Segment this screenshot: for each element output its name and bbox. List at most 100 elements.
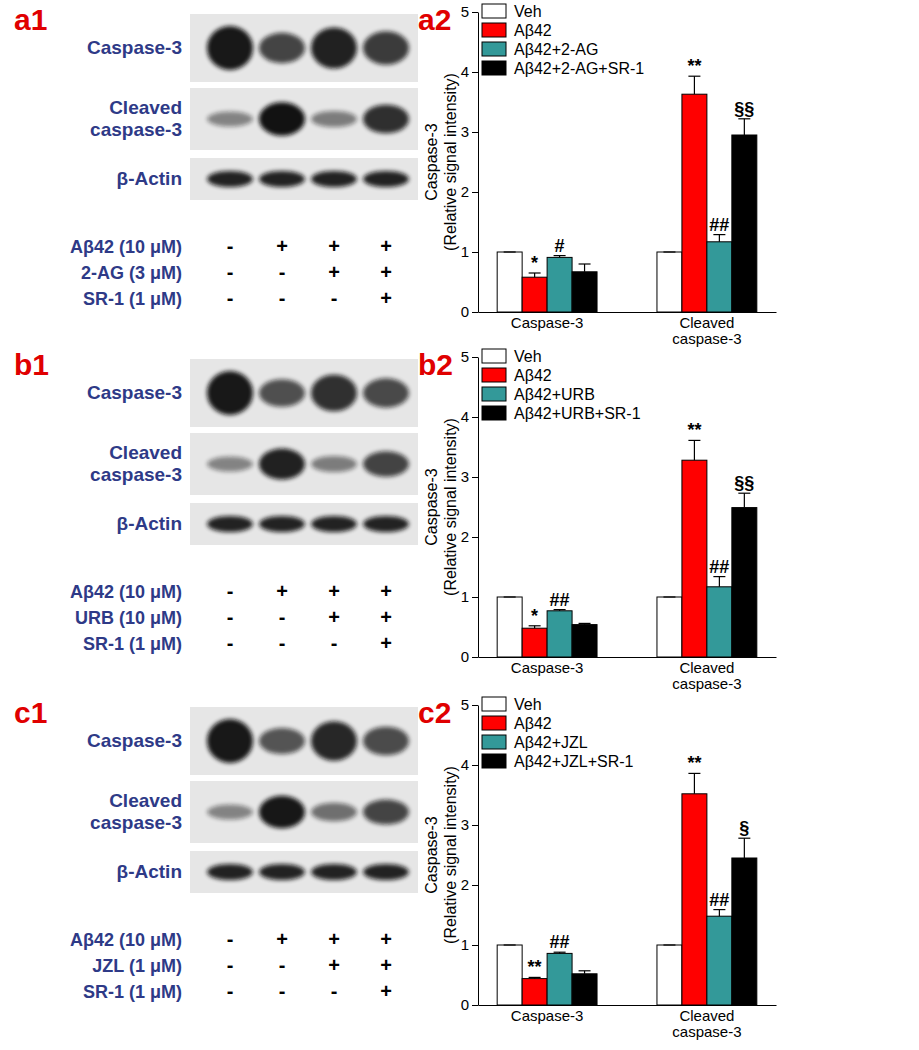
blot-band bbox=[311, 516, 357, 532]
treatment-sign: + bbox=[380, 580, 392, 602]
tick: 4 bbox=[461, 756, 478, 773]
treatment-sign: + bbox=[380, 954, 392, 976]
bar bbox=[682, 94, 707, 312]
treatment-sign: - bbox=[279, 287, 286, 309]
tick-label: 3 bbox=[461, 123, 469, 140]
significance: ** bbox=[528, 957, 542, 977]
band-label: β-Actin bbox=[117, 513, 182, 534]
significance: ## bbox=[550, 590, 570, 610]
tick-mark bbox=[472, 357, 478, 358]
bar bbox=[497, 597, 522, 657]
legend-label: Aβ42 bbox=[514, 715, 552, 732]
bar bbox=[522, 277, 547, 312]
error-bar-stem bbox=[694, 440, 695, 460]
error-bar-cap bbox=[504, 596, 516, 597]
error-bar bbox=[579, 623, 591, 624]
significance: ## bbox=[709, 215, 729, 235]
treatment-sign: - bbox=[279, 261, 286, 283]
error-bar-stem bbox=[719, 235, 720, 242]
significance: * bbox=[531, 253, 538, 273]
treatment-sign: - bbox=[279, 632, 286, 654]
blot-strip bbox=[190, 88, 418, 150]
tick-label: Caspase-3 bbox=[511, 659, 584, 676]
tick: 2 bbox=[461, 528, 478, 545]
blot-band bbox=[363, 451, 409, 476]
treatment-sign: + bbox=[380, 632, 392, 654]
treatment-label: URB (10 μM) bbox=[75, 608, 182, 628]
significance: §§ bbox=[734, 99, 754, 119]
blot-band bbox=[311, 721, 357, 761]
western-blot: Caspase-3Cleavedcaspase-3β-ActinAβ42 (10… bbox=[70, 707, 418, 1002]
figure: a1a2Caspase-3Cleavedcaspase-3β-ActinAβ42… bbox=[0, 0, 919, 1050]
error-bar bbox=[713, 910, 725, 917]
tick-label: 0 bbox=[461, 996, 469, 1013]
significance: ## bbox=[550, 932, 570, 952]
blot-band bbox=[311, 803, 357, 821]
blot-band bbox=[259, 33, 305, 64]
tick-label: 5 bbox=[461, 3, 469, 20]
treatment-sign: + bbox=[380, 606, 392, 628]
significance: # bbox=[555, 236, 565, 256]
error-bar bbox=[738, 493, 750, 507]
blot-strip bbox=[190, 14, 418, 82]
treatment-sign: - bbox=[279, 980, 286, 1002]
band-label: Cleavedcaspase-3 bbox=[90, 97, 182, 140]
blot-band bbox=[207, 371, 253, 415]
error-bar-stem bbox=[584, 264, 585, 272]
tick-mark bbox=[472, 312, 478, 313]
tick: Cleavedcaspase-3 bbox=[672, 657, 741, 692]
bar bbox=[707, 916, 732, 1005]
axis-title: Caspase-3 bbox=[423, 123, 440, 200]
legend: VehAβ42Aβ42+JZLAβ42+JZL+SR-1 bbox=[482, 696, 634, 770]
treatment-sign: - bbox=[227, 632, 234, 654]
blot-band bbox=[259, 728, 305, 754]
error-bar bbox=[663, 945, 675, 946]
error-bar bbox=[504, 945, 516, 946]
tick-mark bbox=[472, 825, 478, 826]
bar bbox=[572, 625, 597, 657]
bar bbox=[522, 979, 547, 1005]
significance: ## bbox=[709, 890, 729, 910]
error-bar-stem bbox=[744, 493, 745, 507]
treatment-sign: + bbox=[380, 261, 392, 283]
bar bbox=[657, 252, 682, 312]
tick-mark bbox=[472, 132, 478, 133]
significance: ** bbox=[687, 753, 701, 773]
blot-band bbox=[363, 378, 409, 407]
treatment-sign: - bbox=[227, 606, 234, 628]
treatment-sign: + bbox=[380, 928, 392, 950]
legend-swatch bbox=[482, 754, 506, 768]
treatment-sign: + bbox=[328, 928, 340, 950]
error-bar bbox=[688, 440, 700, 460]
band-label: Cleavedcaspase-3 bbox=[90, 442, 182, 485]
blot-band bbox=[207, 112, 253, 127]
error-bar-cap bbox=[579, 623, 591, 624]
blot-band bbox=[363, 171, 409, 187]
blot-band bbox=[363, 31, 409, 64]
y-axis: 012345 bbox=[461, 696, 479, 1013]
legend-label: Aβ42 bbox=[514, 367, 552, 384]
tick: Cleavedcaspase-3 bbox=[672, 312, 741, 347]
error-bar-stem bbox=[744, 838, 745, 858]
tick: 4 bbox=[461, 408, 478, 425]
error-bar bbox=[688, 76, 700, 94]
treatment-sign: + bbox=[328, 606, 340, 628]
band-label: β-Actin bbox=[117, 861, 182, 882]
legend-swatch bbox=[482, 4, 506, 18]
treatment-sign: + bbox=[380, 235, 392, 257]
plot-area bbox=[497, 440, 757, 657]
bar bbox=[522, 628, 547, 657]
tick-label: 1 bbox=[461, 243, 469, 260]
error-bar-cap bbox=[579, 970, 591, 971]
blot-band bbox=[363, 864, 409, 880]
blot-band bbox=[311, 864, 357, 880]
blot-band bbox=[259, 102, 305, 135]
axis-line bbox=[479, 1005, 777, 1006]
treatment-sign: + bbox=[276, 235, 288, 257]
error-bar bbox=[529, 977, 541, 978]
tick: Cleavedcaspase-3 bbox=[672, 1005, 741, 1040]
tick: 2 bbox=[461, 183, 478, 200]
legend-label: Aβ42 bbox=[514, 22, 552, 39]
legend-label: Aβ42+2-AG bbox=[514, 41, 598, 58]
tick-label: 1 bbox=[461, 936, 469, 953]
